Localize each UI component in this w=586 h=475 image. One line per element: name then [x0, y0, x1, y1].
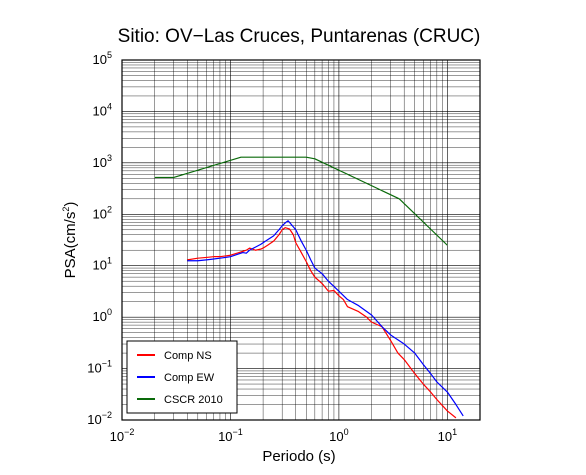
y-tick-label: 100 — [93, 307, 112, 324]
x-tick-exp: 1 — [452, 427, 457, 437]
x-tick-base: 10 — [438, 429, 452, 444]
y-tick-label: 102 — [93, 204, 112, 221]
y-tick-exp: 0 — [107, 307, 112, 317]
y-tick-base: 10 — [87, 412, 101, 427]
y-tick-exp: 4 — [107, 101, 112, 111]
x-tick-exp: 0 — [344, 427, 349, 437]
x-axis-label: Periodo (s) — [262, 448, 335, 465]
series-line-cscr-2010 — [154, 156, 448, 246]
y-tick-exp: 1 — [107, 256, 112, 266]
y-tick-base: 10 — [93, 155, 107, 170]
series-layer — [154, 156, 464, 419]
y-tick-base: 10 — [93, 258, 107, 273]
x-tick-label: 10−2 — [110, 427, 135, 444]
y-tick-exp: −1 — [102, 359, 112, 369]
y-tick-label: 10−1 — [87, 359, 112, 376]
series-line-comp-ns — [187, 227, 457, 419]
y-tick-base: 10 — [93, 206, 107, 221]
y-tick-label: 105 — [93, 50, 112, 67]
y-axis-label: PSA(cm/s2) — [61, 202, 79, 279]
y-tick-base: 10 — [93, 52, 107, 67]
x-tick-label: 101 — [438, 427, 457, 444]
x-tick-exp: −2 — [124, 427, 134, 437]
legend-label-cscr: CSCR 2010 — [164, 394, 223, 406]
y-tick-label: 101 — [93, 256, 112, 273]
chart-title: Sitio: OV−Las Cruces, Puntarenas (CRUC) — [118, 26, 481, 47]
plot-frame — [121, 59, 481, 421]
y-tick-base: 10 — [93, 103, 107, 118]
y-axis-label-close: ) — [62, 202, 79, 207]
y-tick-exp: 2 — [107, 204, 112, 214]
x-tick-base: 10 — [218, 429, 232, 444]
y-tick-exp: 5 — [107, 50, 112, 60]
y-axis-label-main: PSA(cm/s — [62, 212, 79, 279]
grid — [121, 59, 481, 421]
series-line-comp-ew — [187, 220, 464, 417]
x-tick-label: 100 — [329, 427, 348, 444]
x-tick-labels: 10−2 10−1 100 101 — [110, 427, 457, 444]
legend-label-ew: Comp EW — [164, 372, 215, 384]
legend: Comp NS Comp EW CSCR 2010 — [126, 340, 238, 414]
y-tick-label: 104 — [93, 101, 112, 118]
y-tick-exp: 3 — [107, 153, 112, 163]
legend-label-ns: Comp NS — [164, 350, 212, 362]
x-tick-base: 10 — [110, 429, 124, 444]
y-axis-label-sup: 2 — [61, 207, 71, 212]
y-tick-exp: −2 — [102, 410, 112, 420]
x-tick-label: 10−1 — [218, 427, 243, 444]
y-tick-base: 10 — [87, 361, 101, 376]
y-tick-label: 103 — [93, 153, 112, 170]
y-tick-label: 10−2 — [87, 410, 112, 427]
x-tick-base: 10 — [329, 429, 343, 444]
x-tick-exp: −1 — [233, 427, 243, 437]
y-tick-base: 10 — [93, 309, 107, 324]
